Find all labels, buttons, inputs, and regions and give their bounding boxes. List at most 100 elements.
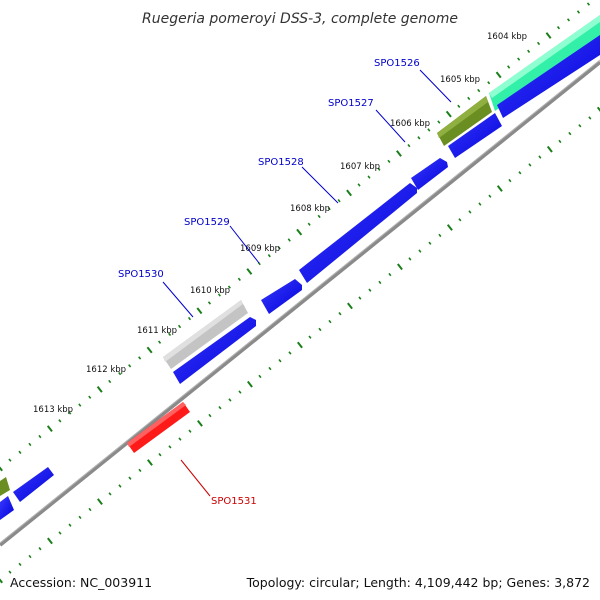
major-tick [246, 268, 253, 275]
feature-olive-bar [437, 96, 492, 146]
gene-label-spo1531[interactable]: SPO1531 [211, 496, 257, 507]
minor-tick [238, 390, 242, 394]
minor-tick [518, 171, 522, 175]
tick-label: 1607 kbp [340, 162, 380, 172]
minor-tick [128, 476, 132, 480]
minor-tick [556, 26, 561, 30]
gene-label-spo1526[interactable]: SPO1526 [374, 58, 420, 69]
minor-tick [488, 194, 492, 198]
minor-tick [507, 65, 511, 69]
minor-tick [538, 155, 542, 159]
feature-grey-bar [163, 300, 248, 369]
minor-tick [188, 429, 192, 433]
tick-label: 1609 kbp [240, 244, 280, 254]
minor-tick [28, 442, 32, 447]
major-tick [146, 346, 153, 354]
minor-tick [318, 327, 322, 332]
minor-tick [227, 285, 231, 289]
tick-label: 1608 kbp [290, 204, 330, 214]
major-tick [0, 466, 3, 472]
minor-tick [38, 547, 42, 551]
minor-tick [128, 364, 132, 368]
cds-spo1531 [127, 402, 190, 453]
minor-tick [477, 88, 481, 93]
minor-tick [367, 175, 371, 179]
cds-arrow [448, 113, 502, 158]
major-tick [96, 385, 103, 393]
tick-labels: 1604 kbp 1605 kbp 1606 kbp 1607 kbp 1608… [33, 32, 527, 415]
minor-tick [417, 136, 421, 140]
minor-tick [38, 434, 42, 439]
minor-tick [287, 238, 291, 242]
minor-tick [327, 206, 331, 211]
minor-tick [308, 335, 312, 339]
minor-tick [218, 406, 222, 410]
minor-tick [588, 116, 592, 120]
gene-label-leaders [162, 69, 452, 497]
minor-tick [568, 131, 572, 136]
minor-tick [228, 398, 232, 402]
major-tick [197, 419, 203, 427]
gene-label-spo1529[interactable]: SPO1529 [184, 217, 230, 228]
minor-tick [167, 332, 172, 337]
inner-tick-ring [0, 106, 600, 584]
minor-tick [88, 395, 92, 399]
minor-tick [18, 450, 22, 454]
outer-tick-ring [0, 2, 591, 472]
minor-tick [78, 403, 82, 407]
minor-tick [177, 324, 182, 329]
gene-label-spo1530[interactable]: SPO1530 [118, 269, 164, 280]
minor-tick [566, 18, 571, 22]
accession-text: Accession: NC_003911 [10, 575, 152, 590]
minor-tick [168, 445, 172, 449]
cds-arrow [411, 158, 448, 190]
gene-label-spo1528[interactable]: SPO1528 [258, 157, 304, 168]
minor-tick [207, 301, 212, 305]
major-tick [297, 341, 303, 349]
cds-arrow [173, 317, 256, 384]
major-tick [247, 380, 253, 388]
minor-tick [427, 128, 431, 132]
minor-tick [317, 214, 321, 219]
minor-tick [357, 183, 361, 187]
cds-arrow [497, 35, 600, 118]
minor-tick [528, 163, 532, 167]
minor-tick [267, 254, 271, 258]
gene-labels: SPO1526 SPO1527 SPO1528 SPO1529 SPO1530 … [118, 58, 420, 507]
minor-tick [418, 249, 422, 253]
minor-tick [586, 2, 591, 6]
genome-backbone [0, 59, 600, 547]
minor-tick [268, 366, 272, 371]
major-tick [545, 32, 552, 39]
minor-tick [108, 379, 112, 384]
minor-tick [508, 178, 512, 183]
minor-tick [517, 57, 521, 61]
minor-tick [68, 523, 72, 527]
major-tick [47, 537, 53, 545]
minor-tick [536, 41, 541, 46]
gene-label-spo1527[interactable]: SPO1527 [328, 98, 374, 109]
major-tick [446, 224, 453, 231]
major-tick [346, 189, 352, 197]
genome-summary-text: Topology: circular; Length: 4,109,442 bp… [246, 575, 590, 590]
minor-tick [237, 277, 241, 281]
minor-tick [88, 507, 92, 512]
minor-tick [408, 257, 412, 261]
forward-cds-track [0, 35, 600, 520]
minor-tick [388, 272, 392, 277]
minor-tick [8, 458, 12, 462]
minor-tick [428, 241, 432, 245]
minor-tick [387, 159, 391, 164]
minor-tick [138, 356, 142, 360]
minor-tick [307, 222, 311, 226]
cds-arrow [13, 467, 54, 502]
minor-tick [208, 413, 212, 418]
minor-tick [457, 104, 461, 108]
cds-arrow [299, 183, 417, 283]
minor-tick [8, 570, 12, 574]
cds-arrow [0, 496, 14, 520]
minor-tick [187, 316, 192, 321]
minor-tick [458, 218, 462, 222]
major-tick [396, 150, 402, 157]
